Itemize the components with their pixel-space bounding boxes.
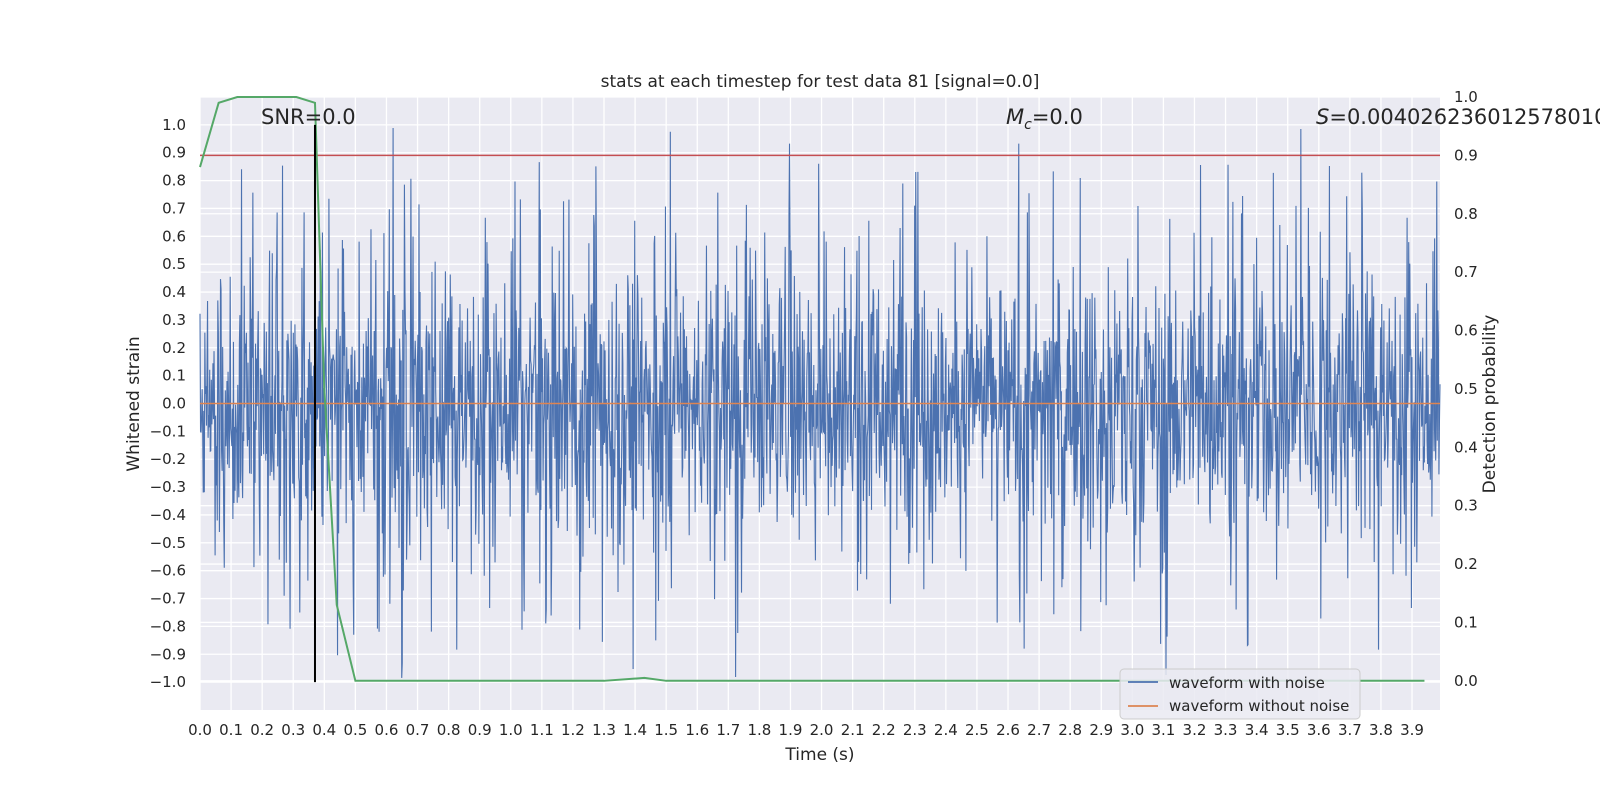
- y2-tick-label: 0.5: [1454, 380, 1478, 398]
- s-symbol: S: [1316, 105, 1329, 129]
- x-tick-label: 3.6: [1307, 721, 1331, 739]
- legend-label-noise: waveform with noise: [1169, 674, 1325, 692]
- x-tick-label: 3.1: [1151, 721, 1175, 739]
- x-tick-label: 3.5: [1276, 721, 1300, 739]
- x-tick-label: 2.0: [810, 721, 834, 739]
- chart-title: stats at each timestep for test data 81 …: [601, 72, 1040, 92]
- x-tick-label: 0.4: [312, 721, 336, 739]
- legend-box: [1119, 668, 1361, 720]
- x-tick-label: 0.5: [343, 721, 367, 739]
- y-tick-label: −0.8: [150, 617, 186, 635]
- y-tick-label: −0.3: [150, 478, 186, 496]
- x-tick-label: 1.2: [561, 721, 585, 739]
- x-tick-label: 1.5: [654, 721, 678, 739]
- y2-tick-label: 0.1: [1454, 613, 1478, 631]
- x-tick-label: 2.1: [841, 721, 865, 739]
- y-tick-label: 0.6: [162, 227, 186, 245]
- x-axis-label: Time (s): [784, 745, 854, 765]
- y-tick-label: −0.9: [150, 645, 186, 663]
- x-tick-label: 1.7: [716, 721, 740, 739]
- x-tick-label: 0.3: [281, 721, 305, 739]
- series-layer: [199, 96, 1441, 683]
- mc-symbol: M: [1006, 105, 1024, 129]
- x-tick-label: 1.3: [592, 721, 616, 739]
- x-tick-label: 2.4: [934, 721, 958, 739]
- y-tick-label: −0.4: [150, 506, 186, 524]
- x-tick-label: 3.2: [1183, 721, 1207, 739]
- x-tick-label: 2.3: [903, 721, 927, 739]
- x-tick-label: 0.0: [188, 721, 212, 739]
- y-tick-label: 0.1: [162, 367, 186, 385]
- x-tick-label: 0.8: [437, 721, 461, 739]
- y-tick-label: −0.2: [150, 450, 186, 468]
- legend: waveform with noise waveform without noi…: [1119, 668, 1361, 720]
- y2-tick-label: 0.9: [1454, 146, 1478, 164]
- y2-tick-label: 0.3: [1454, 497, 1478, 515]
- x-tick-label: 1.9: [779, 721, 803, 739]
- y-tick-label: −0.6: [150, 562, 186, 580]
- x-tick-label: 1.8: [747, 721, 771, 739]
- x-tick-label: 2.8: [1058, 721, 1082, 739]
- y-tick-label: 0.0: [162, 395, 186, 413]
- s-annotation: S=0.004026236012578010: [1316, 105, 1600, 129]
- chirp-mass-annotation: Mc=0.0: [1006, 105, 1083, 133]
- x-tick-label: 0.1: [219, 721, 243, 739]
- mc-subscript: c: [1024, 117, 1032, 133]
- y-tick-label: 0.9: [162, 144, 186, 162]
- y2-tick-label: 0.4: [1454, 438, 1478, 456]
- y2-tick-label: 1.0: [1454, 88, 1478, 106]
- x-tick-label: 2.7: [1027, 721, 1051, 739]
- y-tick-label: 0.8: [162, 172, 186, 190]
- y-tick-label: −1.0: [150, 673, 186, 691]
- y-tick-label: −0.5: [150, 534, 186, 552]
- y-tick-label: 1.0: [162, 116, 186, 134]
- legend-label-clean: waveform without noise: [1169, 697, 1349, 715]
- y-tick-label: 0.4: [162, 283, 186, 301]
- x-tick-label: 3.4: [1245, 721, 1269, 739]
- y-tick-label: −0.1: [150, 422, 186, 440]
- y2-tick-label: 0.6: [1454, 322, 1478, 340]
- x-tick-label: 3.9: [1400, 721, 1424, 739]
- y2-tick-label: 0.7: [1454, 263, 1478, 281]
- x-tick-label: 0.7: [406, 721, 430, 739]
- axes-layer: 0.0 0.1 0.2 0.3 0.4 0.5 0.6 0.7 0.8 0.9 1.0 1.1 1.2 1…: [150, 88, 1478, 739]
- x-tick-label: 0.6: [375, 721, 399, 739]
- series-waveform-with-noise: [199, 128, 1441, 678]
- mc-value: =0.0: [1032, 105, 1083, 129]
- x-tick-label: 1.6: [685, 721, 709, 739]
- x-tick-label: 3.3: [1214, 721, 1238, 739]
- x-tick-label: 1.1: [530, 721, 554, 739]
- x-tick-label: 2.5: [965, 721, 989, 739]
- y-tick-label: 0.3: [162, 311, 186, 329]
- s-value: =0.004026236012578010: [1329, 105, 1600, 129]
- x-tick-label: 2.2: [872, 721, 896, 739]
- x-tick-label: 3.7: [1338, 721, 1362, 739]
- y-axis-label: Whitened strain: [124, 336, 144, 471]
- y-tick-label: 0.7: [162, 199, 186, 217]
- x-tick-label: 3.8: [1369, 721, 1393, 739]
- y-tick-label: 0.5: [162, 255, 186, 273]
- y2-tick-label: 0.0: [1454, 672, 1478, 690]
- y2-axis-label: Detection probability: [1480, 315, 1500, 494]
- x-tick-label: 2.6: [996, 721, 1020, 739]
- y2-tick-label: 0.2: [1454, 555, 1478, 573]
- x-tick-label: 0.9: [468, 721, 492, 739]
- x-tick-label: 0.2: [250, 721, 274, 739]
- y2-tick-label: 0.8: [1454, 205, 1478, 223]
- y-tick-label: 0.2: [162, 339, 186, 357]
- x-tick-label: 1.0: [499, 721, 523, 739]
- x-tick-label: 3.0: [1120, 721, 1144, 739]
- x-tick-label: 2.9: [1089, 721, 1113, 739]
- snr-annotation: SNR=0.0: [261, 105, 356, 129]
- series-detection-probability: [199, 96, 1425, 682]
- y-tick-label: −0.7: [150, 590, 186, 608]
- x-tick-label: 1.4: [623, 721, 647, 739]
